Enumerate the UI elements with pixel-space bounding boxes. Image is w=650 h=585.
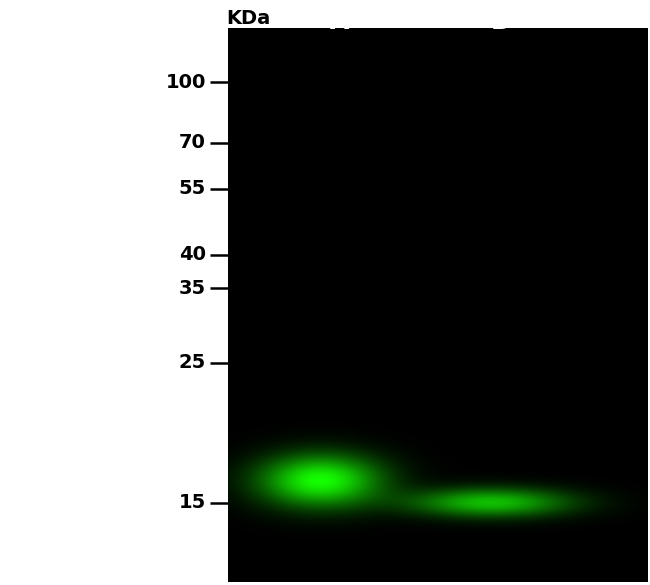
Text: KDa: KDa xyxy=(226,9,270,27)
Text: 15: 15 xyxy=(179,494,206,512)
Text: 35: 35 xyxy=(179,278,206,298)
Text: 100: 100 xyxy=(166,73,206,91)
Bar xyxy=(228,28,648,582)
Text: 40: 40 xyxy=(179,246,206,264)
Text: 25: 25 xyxy=(179,353,206,373)
Text: B: B xyxy=(491,10,510,34)
Text: 70: 70 xyxy=(179,133,206,153)
Text: A: A xyxy=(330,10,350,34)
Text: 55: 55 xyxy=(179,180,206,198)
